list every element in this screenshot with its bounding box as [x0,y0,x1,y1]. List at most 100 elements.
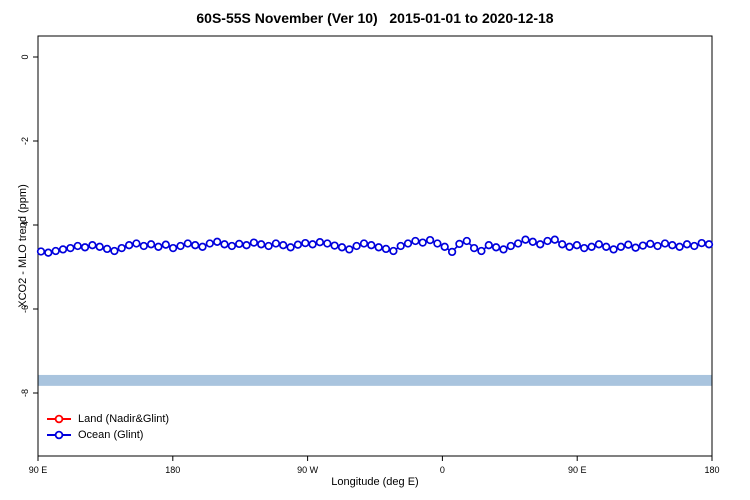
ocean-series-point [565,242,574,251]
x-axis-label: Longitude (deg E) [331,476,419,488]
x-tick-label: 90 E [568,465,587,475]
ocean-series-point [36,247,46,256]
ocean-series-point [528,237,537,246]
ocean-series-point [704,240,714,249]
ocean-series-point [367,241,376,250]
ocean-series-point [499,245,508,254]
x-tick-label: 180 [165,465,180,475]
ocean-series-point [102,244,112,254]
highlight-band [38,374,712,386]
ocean-series-point [697,238,706,248]
ocean-series-point [154,242,163,251]
ocean-series-point [352,241,361,251]
ocean-series-point [95,242,104,251]
x-tick-label: 90 E [29,465,48,475]
ocean-series-point [462,236,471,246]
ocean-series-point [124,241,134,250]
ocean-series-point [58,245,68,254]
ocean-series-point [624,240,633,249]
y-tick-label: -8 [20,389,30,397]
ocean-series-point [337,243,347,252]
ocean-series-point [110,246,119,256]
legend-item-ocean: Ocean (Glint) [46,427,169,442]
ocean-series-point [558,240,567,249]
ocean-series-point [447,247,457,257]
ocean-series-point [550,235,559,244]
ocean-series-point [513,239,523,248]
ocean-series-point [594,240,604,249]
ocean-series-point [51,246,60,256]
ocean-series-point [631,243,640,252]
ocean-series-point [646,239,655,249]
ocean-series-point [381,244,391,254]
ocean-series-point [168,243,178,253]
ocean-series-point [205,239,214,248]
x-tick-label: 90 W [297,465,319,475]
ocean-series-point [587,242,596,251]
y-tick-label: -2 [20,137,30,145]
ocean-series-point [227,241,237,251]
ocean-series-point [44,248,53,257]
ocean-series-point [469,243,479,253]
ocean-series-point [682,240,692,249]
ocean-series-point [257,240,266,249]
y-axis-label: XCO2 - MLO trend (ppm) [17,184,29,308]
y-tick-label: -4 [20,221,30,229]
ocean-series-point [359,239,369,248]
ocean-series-point [117,243,126,253]
ocean-series-point [308,240,317,249]
ocean-series-point [301,238,310,248]
legend-item-land: Land (Nadir&Glint) [46,411,169,426]
ocean-series-point [491,243,501,252]
ocean-series-point [286,243,295,252]
ocean-series-point [139,241,148,251]
ocean-series-point [609,245,618,254]
legend: Land (Nadir&Glint) Ocean (Glint) [46,411,169,442]
ocean-series-point [653,241,662,251]
ocean-series-point [521,235,530,244]
ocean-series-point [191,241,200,250]
ocean-series-point [411,236,420,246]
legend-label-land: Land (Nadir&Glint) [78,412,170,425]
ocean-series-point [220,240,229,249]
ocean-series-point [249,238,259,247]
ocean-series-point [132,239,141,248]
ocean-series-point [506,241,515,251]
ocean-series-point [176,241,185,251]
chart-title: 60S-55S November (Ver 10) 2015-01-01 to … [196,10,554,26]
ocean-series-point [242,241,251,250]
ocean-series-point [374,243,383,252]
ocean-series-point [477,246,486,256]
ocean-series-point [66,243,75,253]
ocean-series-point [198,242,207,251]
ocean-series-point [271,239,281,248]
ocean-series-point [668,241,677,250]
ocean-series-point [80,243,90,252]
ocean-series-point [660,239,670,248]
ocean-series-point [323,239,332,248]
ocean-series-point [264,241,273,251]
legend-label-ocean: Ocean (Glint) [78,428,144,441]
y-tick-label: -6 [20,305,30,313]
ocean-series-point [279,241,288,250]
ocean-series-point [418,238,427,247]
ocean-series-point [330,241,339,250]
legend-marker-land-icon [47,414,71,423]
ocean-series-point [543,236,552,246]
ocean-series-point [396,241,405,251]
ocean-series-point [433,239,442,248]
y-tick-label: 0 [20,54,30,59]
ocean-series-point [455,239,464,249]
ocean-series-point [638,241,648,250]
ocean-series-point [161,240,170,249]
ocean-series-point [235,239,244,249]
ocean-series-point [315,238,325,247]
x-tick-label: 180 [704,465,719,475]
ocean-series-point [675,242,684,251]
ocean-series-point [146,240,156,249]
ocean-series-point [484,241,493,250]
ocean-series-point [602,242,611,251]
ocean-series-point [345,245,354,254]
